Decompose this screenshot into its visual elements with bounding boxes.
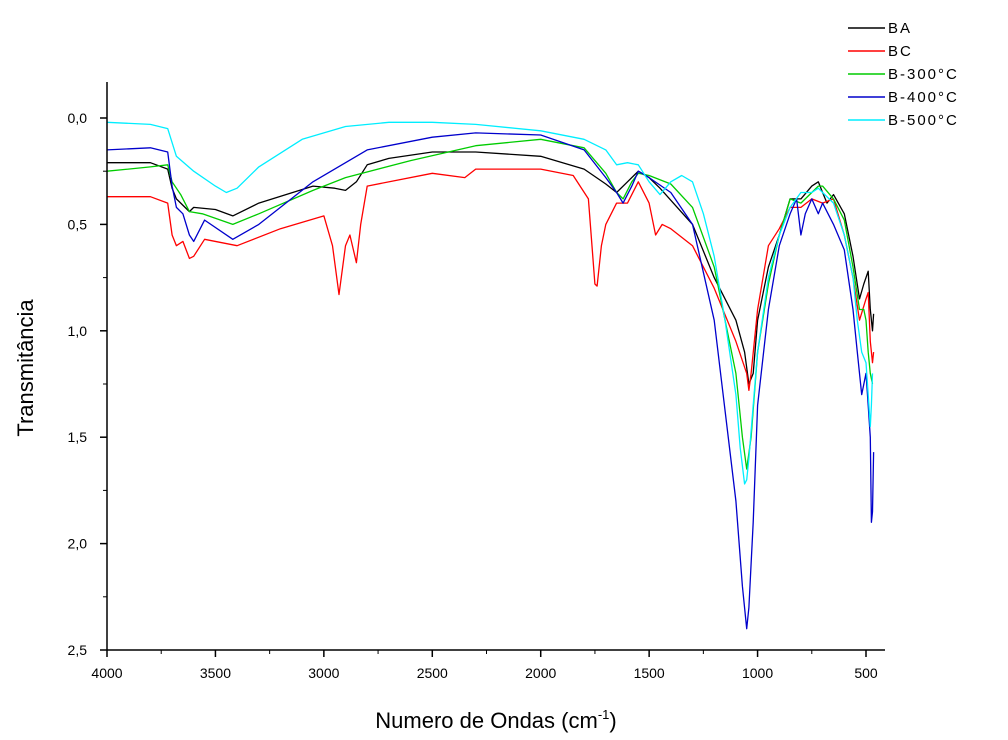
legend-label: B-400°C bbox=[888, 89, 959, 106]
series-line-1 bbox=[107, 168, 875, 392]
y-axis-title: Transmitância bbox=[13, 299, 38, 437]
x-tick-label: 500 bbox=[854, 665, 878, 681]
x-tick-label: 1500 bbox=[634, 665, 665, 681]
y-axis-ticks: 0,0 0,5 1,0 1,5 2,0 2,5 bbox=[68, 110, 107, 658]
x-tick-label: 4000 bbox=[91, 665, 122, 681]
x-axis-ticks: 4000 3500 3000 2500 2000 1500 1000 500 bbox=[91, 650, 878, 681]
y-tick-label: 0,5 bbox=[68, 216, 88, 232]
x-axis-title: Numero de Ondas (cm-1) bbox=[375, 707, 616, 733]
y-tick-label: 1,0 bbox=[68, 323, 88, 339]
legend-label: B-300°C bbox=[888, 66, 959, 83]
y-tick-label: 0,0 bbox=[68, 110, 88, 126]
legend: BA BC B-300°C B-400°C B-500°C bbox=[848, 20, 959, 129]
series-line-4 bbox=[106, 121, 874, 485]
x-tick-label: 2500 bbox=[417, 665, 448, 681]
series-line-0 bbox=[107, 151, 875, 385]
series-line-3 bbox=[106, 132, 875, 630]
legend-label: B-500°C bbox=[888, 112, 959, 129]
x-tick-label: 3000 bbox=[308, 665, 339, 681]
x-tick-label: 2000 bbox=[525, 665, 556, 681]
x-tick-label: 3500 bbox=[200, 665, 231, 681]
y-tick-label: 1,5 bbox=[68, 429, 88, 445]
series-line-2 bbox=[106, 138, 874, 470]
y-tick-label: 2,0 bbox=[68, 536, 88, 552]
x-tick-label: 1000 bbox=[742, 665, 773, 681]
plot-area bbox=[106, 121, 875, 630]
legend-label: BC bbox=[888, 43, 913, 60]
y-tick-label: 2,5 bbox=[68, 642, 88, 658]
legend-label: BA bbox=[888, 20, 912, 37]
